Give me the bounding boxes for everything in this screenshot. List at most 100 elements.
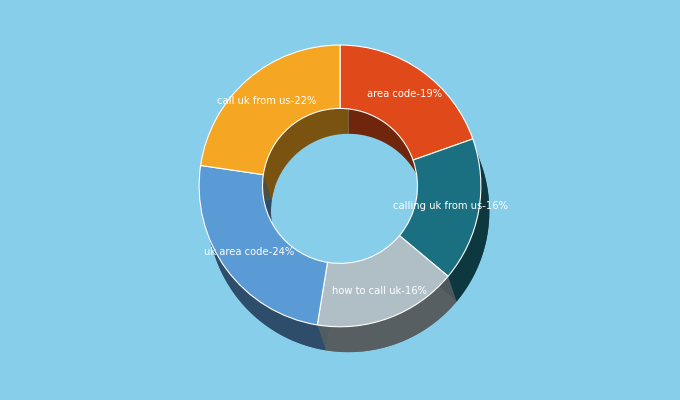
Polygon shape <box>448 274 458 302</box>
Polygon shape <box>390 244 399 270</box>
Polygon shape <box>407 224 415 251</box>
Polygon shape <box>481 182 490 210</box>
Polygon shape <box>201 206 209 235</box>
Polygon shape <box>278 232 288 260</box>
Polygon shape <box>332 263 341 288</box>
Polygon shape <box>327 326 338 352</box>
Polygon shape <box>286 242 296 268</box>
Polygon shape <box>403 230 412 257</box>
Polygon shape <box>203 221 213 250</box>
Polygon shape <box>271 220 280 248</box>
Polygon shape <box>282 314 294 341</box>
Polygon shape <box>322 261 332 287</box>
Polygon shape <box>262 181 271 208</box>
Polygon shape <box>340 263 350 289</box>
Polygon shape <box>417 177 426 204</box>
Polygon shape <box>199 191 208 220</box>
Polygon shape <box>265 164 274 191</box>
Polygon shape <box>404 310 415 337</box>
Polygon shape <box>264 169 273 196</box>
Polygon shape <box>388 246 397 272</box>
Polygon shape <box>392 316 403 342</box>
Polygon shape <box>461 256 471 284</box>
Polygon shape <box>271 222 281 249</box>
Polygon shape <box>356 262 366 287</box>
Polygon shape <box>374 322 385 348</box>
Polygon shape <box>270 218 279 246</box>
Polygon shape <box>262 183 271 210</box>
Polygon shape <box>299 252 309 278</box>
Polygon shape <box>369 323 380 349</box>
Polygon shape <box>409 220 418 246</box>
Polygon shape <box>396 238 406 264</box>
Polygon shape <box>418 184 426 211</box>
Polygon shape <box>275 228 284 254</box>
Polygon shape <box>262 187 271 214</box>
Polygon shape <box>265 166 274 193</box>
Text: uk area code-24%: uk area code-24% <box>204 247 294 257</box>
Polygon shape <box>414 207 423 234</box>
Polygon shape <box>371 256 381 282</box>
Polygon shape <box>479 168 488 196</box>
Polygon shape <box>390 316 401 343</box>
Polygon shape <box>299 321 311 347</box>
Polygon shape <box>479 160 488 188</box>
Polygon shape <box>377 253 387 279</box>
Polygon shape <box>399 234 409 261</box>
Polygon shape <box>324 326 335 352</box>
Polygon shape <box>335 327 345 352</box>
Polygon shape <box>417 303 427 330</box>
Polygon shape <box>375 254 385 280</box>
Polygon shape <box>469 240 478 268</box>
Polygon shape <box>357 326 368 351</box>
Polygon shape <box>200 202 209 232</box>
Polygon shape <box>367 324 377 350</box>
Polygon shape <box>273 226 283 253</box>
Polygon shape <box>415 169 424 196</box>
Polygon shape <box>313 324 326 350</box>
Polygon shape <box>268 215 277 242</box>
Polygon shape <box>291 246 301 272</box>
Polygon shape <box>418 187 426 214</box>
Polygon shape <box>373 256 382 282</box>
Polygon shape <box>365 259 375 284</box>
Polygon shape <box>262 304 274 331</box>
Polygon shape <box>415 206 424 232</box>
Polygon shape <box>322 326 333 351</box>
Polygon shape <box>481 175 489 203</box>
Polygon shape <box>447 276 456 304</box>
Polygon shape <box>402 231 411 258</box>
Polygon shape <box>417 176 426 203</box>
Polygon shape <box>410 218 419 245</box>
Polygon shape <box>396 239 405 265</box>
Text: calling uk from us-16%: calling uk from us-16% <box>393 201 508 211</box>
Polygon shape <box>212 245 222 274</box>
Polygon shape <box>417 179 426 205</box>
Polygon shape <box>428 294 439 321</box>
Polygon shape <box>403 229 413 256</box>
Polygon shape <box>412 213 421 240</box>
Polygon shape <box>275 311 287 338</box>
Polygon shape <box>398 237 407 263</box>
Polygon shape <box>262 179 271 206</box>
Polygon shape <box>453 268 462 296</box>
Polygon shape <box>301 253 311 279</box>
Polygon shape <box>256 299 268 327</box>
Polygon shape <box>418 188 426 215</box>
Polygon shape <box>359 325 370 351</box>
Text: how to call uk-16%: how to call uk-16% <box>332 286 426 296</box>
Polygon shape <box>466 247 475 275</box>
Polygon shape <box>264 171 273 198</box>
Polygon shape <box>413 210 422 236</box>
Polygon shape <box>250 295 262 322</box>
Polygon shape <box>476 219 486 247</box>
Polygon shape <box>341 263 351 289</box>
Polygon shape <box>336 263 345 289</box>
Polygon shape <box>279 234 289 261</box>
Polygon shape <box>417 196 425 223</box>
Polygon shape <box>265 306 277 333</box>
Polygon shape <box>479 205 488 232</box>
Polygon shape <box>452 270 461 298</box>
Polygon shape <box>477 151 486 178</box>
Polygon shape <box>221 262 232 290</box>
